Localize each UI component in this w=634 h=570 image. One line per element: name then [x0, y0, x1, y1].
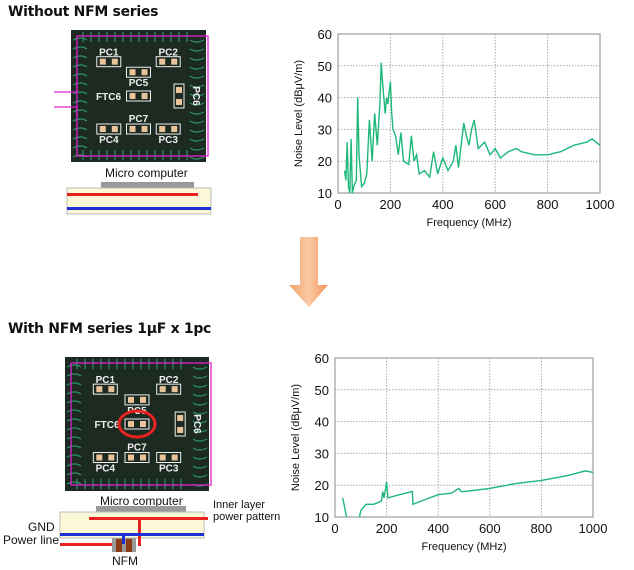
chart-with-nfm: 0 200 400 600 800 1000 10 20 30 40 50 60 Frequency (…	[290, 351, 608, 553]
y-tick-label: 20	[318, 154, 332, 169]
y-tick-label: 30	[318, 122, 332, 137]
cross-section-without	[66, 182, 212, 215]
y-tick-label: 60	[315, 351, 329, 366]
power-line-label: Power line	[3, 533, 60, 547]
y-tick-label: 40	[318, 91, 332, 106]
series-line	[342, 470, 593, 517]
x-tick-label: 200	[376, 521, 398, 536]
pcb-board	[65, 357, 209, 491]
y-tick-label: 40	[315, 415, 329, 430]
plot-area	[337, 33, 601, 194]
power-lead	[54, 82, 78, 93]
nfm-component	[112, 536, 136, 552]
component-pad	[174, 411, 186, 437]
y-tick-label: 20	[315, 478, 329, 493]
component-pad	[155, 56, 181, 68]
x-axis-label: Frequency (MHz)	[427, 217, 512, 229]
y-tick-label: 60	[318, 27, 332, 42]
component-pad	[92, 452, 118, 463]
component-label: PC4	[99, 135, 119, 146]
x-tick-label: 800	[531, 521, 553, 536]
chart-without-nfm: 0 200 400 600 800 1000 10 20 30 40 50 60 Frequency (…	[293, 27, 615, 229]
power-line	[67, 193, 198, 196]
component-label: PC2	[159, 375, 179, 386]
x-tick-label: 400	[427, 521, 449, 536]
component-pad	[155, 123, 181, 135]
y-tick-label: 30	[315, 446, 329, 461]
inner-power-pattern	[89, 517, 208, 520]
inner-layer-label: Inner layer	[213, 499, 265, 511]
component-pad	[156, 383, 182, 395]
gnd-line	[67, 207, 211, 210]
component-label: PC6	[190, 86, 201, 106]
micro-computer-label: Micro computer	[105, 166, 188, 180]
micro-computer-outline	[76, 35, 209, 157]
via	[138, 517, 141, 546]
y-tick-label: 50	[315, 383, 329, 398]
component-pad	[96, 56, 122, 68]
section-title-with: With NFM series 1μF x 1pc	[8, 321, 212, 337]
micro-computer-outline	[70, 362, 212, 486]
x-tick-label: 1000	[586, 197, 615, 212]
component-label: PC4	[96, 464, 116, 475]
component-pad	[124, 394, 150, 406]
component-pad	[92, 383, 118, 395]
component-label: FTC6	[96, 92, 121, 103]
component-pad	[124, 418, 150, 430]
arrow-down-icon	[289, 237, 328, 307]
pcb-photo-without: PC1 PC2 PC5 FTC6 PC6 PC7 PC4 PC3	[54, 30, 209, 162]
component-pad	[126, 90, 151, 102]
power-pattern-label: power pattern	[213, 511, 281, 523]
y-tick-label: 10	[318, 186, 332, 201]
component-label: PC5	[129, 78, 149, 89]
section-title-without: Without NFM series	[8, 4, 159, 20]
y-axis-label: Noise Level (dBμV/m)	[290, 384, 302, 491]
gnd-label: GND	[28, 520, 55, 534]
board	[66, 187, 212, 215]
component-label: PC2	[158, 48, 178, 59]
x-tick-label: 1000	[579, 521, 608, 536]
component-pad	[156, 452, 182, 463]
component-label: PC7	[127, 443, 147, 454]
component-label: PC7	[129, 114, 149, 125]
chip	[101, 182, 194, 188]
component-pad	[96, 123, 122, 135]
pcb-board	[71, 30, 206, 162]
pcb-traces	[72, 32, 205, 160]
y-axis-label: Noise Level (dBμV/m)	[293, 60, 305, 167]
x-axis-label: Frequency (MHz)	[422, 541, 507, 553]
component-pad	[124, 452, 150, 463]
gnd-lead	[54, 106, 78, 116]
nfm-label: NFM	[112, 554, 138, 568]
component-label: FTC6	[95, 420, 120, 431]
x-tick-label: 200	[380, 197, 402, 212]
micro-computer-label-2: Micro computer	[100, 494, 183, 508]
x-tick-label: 600	[484, 197, 506, 212]
component-pad	[126, 66, 151, 78]
plot-area	[334, 357, 594, 518]
component-label: PC3	[159, 464, 179, 475]
x-tick-label: 0	[331, 521, 338, 536]
highlight-circle	[117, 409, 157, 439]
y-tick-label: 50	[318, 59, 332, 74]
component-label: PC1	[99, 48, 119, 59]
component-pad	[126, 123, 151, 135]
gnd-line	[60, 533, 204, 536]
component-label: PC3	[158, 135, 178, 146]
power-line	[60, 543, 112, 546]
x-tick-label: 400	[432, 197, 454, 212]
x-tick-label: 0	[334, 197, 341, 212]
cross-section-with	[59, 506, 208, 552]
component-pad	[173, 83, 185, 109]
y-tick-label: 10	[315, 510, 329, 525]
x-tick-label: 600	[479, 521, 501, 536]
component-label: PC6	[191, 414, 202, 434]
x-tick-label: 800	[537, 197, 559, 212]
series-line	[343, 62, 600, 193]
chip	[96, 506, 186, 512]
component-label: PC1	[96, 375, 116, 386]
